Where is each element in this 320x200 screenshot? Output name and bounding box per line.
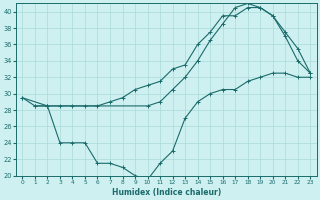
X-axis label: Humidex (Indice chaleur): Humidex (Indice chaleur): [112, 188, 221, 197]
